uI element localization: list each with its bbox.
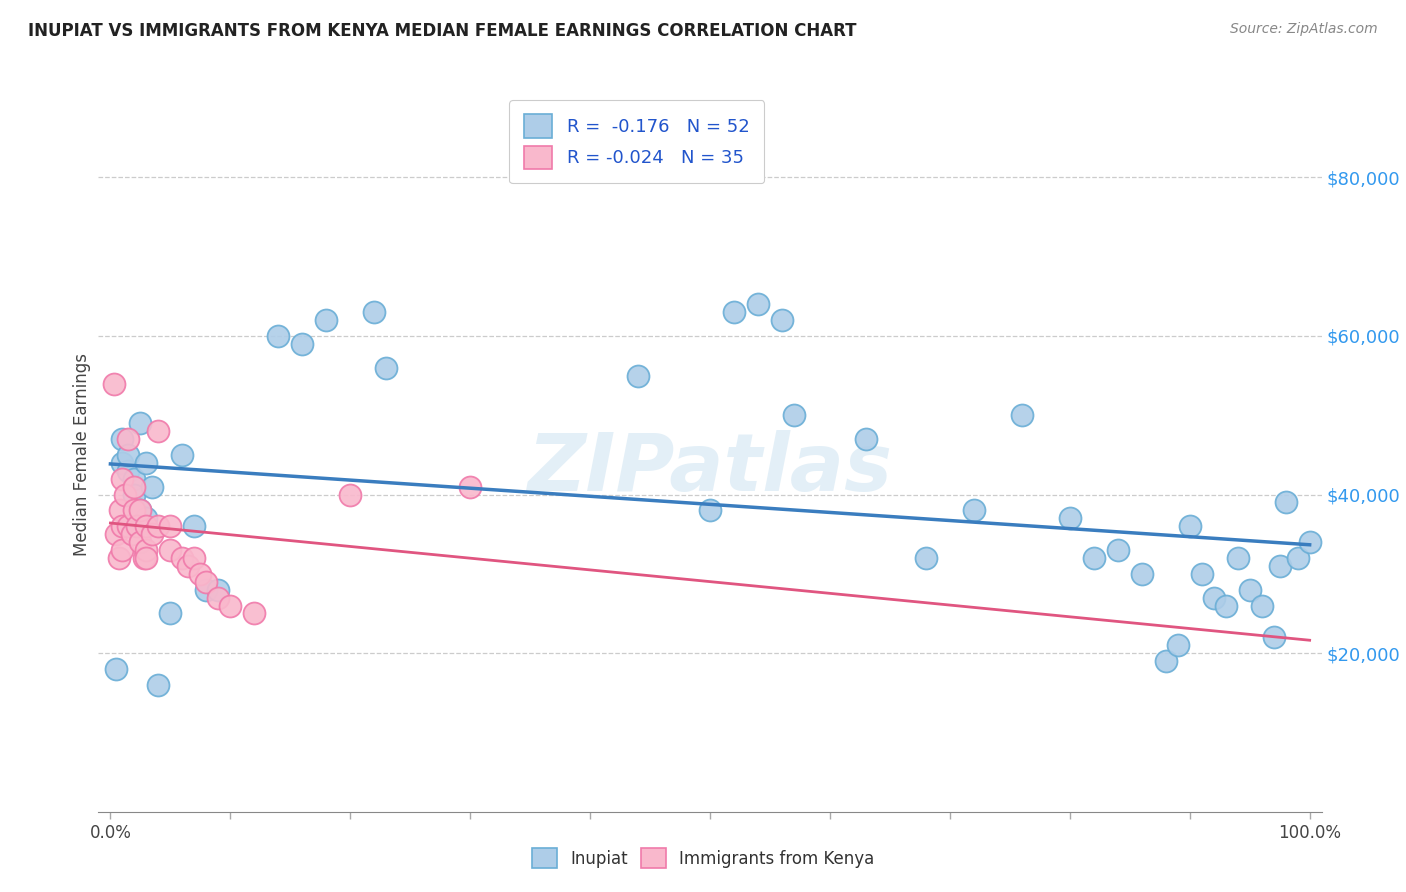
- Point: [195, 574, 218, 589]
- Point: [124, 519, 146, 533]
- Point: [723, 305, 745, 319]
- Legend: R =  -0.176   N = 52, R = -0.024   N = 35: R = -0.176 N = 52, R = -0.024 N = 35: [509, 100, 763, 184]
- Point: [267, 329, 290, 343]
- Point: [135, 519, 157, 533]
- Point: [1215, 599, 1237, 613]
- Point: [117, 432, 139, 446]
- Point: [699, 503, 721, 517]
- Point: [1154, 654, 1177, 668]
- Point: [124, 480, 146, 494]
- Point: [135, 551, 157, 566]
- Point: [108, 551, 131, 566]
- Point: [111, 432, 134, 446]
- Point: [855, 432, 877, 446]
- Point: [148, 678, 170, 692]
- Point: [111, 519, 134, 533]
- Point: [1083, 551, 1105, 566]
- Point: [375, 360, 398, 375]
- Point: [172, 551, 194, 566]
- Point: [124, 472, 146, 486]
- Point: [135, 543, 157, 558]
- Point: [141, 527, 163, 541]
- Y-axis label: Median Female Earnings: Median Female Earnings: [73, 353, 91, 557]
- Point: [105, 662, 128, 676]
- Text: INUPIAT VS IMMIGRANTS FROM KENYA MEDIAN FEMALE EARNINGS CORRELATION CHART: INUPIAT VS IMMIGRANTS FROM KENYA MEDIAN …: [28, 22, 856, 40]
- Point: [1107, 543, 1129, 558]
- Point: [915, 551, 938, 566]
- Point: [291, 337, 314, 351]
- Point: [1059, 511, 1081, 525]
- Point: [1011, 409, 1033, 423]
- Point: [111, 472, 134, 486]
- Point: [135, 511, 157, 525]
- Point: [1268, 558, 1291, 573]
- Point: [1167, 638, 1189, 652]
- Point: [117, 519, 139, 533]
- Point: [747, 297, 769, 311]
- Point: [315, 313, 337, 327]
- Point: [148, 424, 170, 438]
- Point: [339, 487, 361, 501]
- Point: [627, 368, 650, 383]
- Text: ZIPatlas: ZIPatlas: [527, 430, 893, 508]
- Point: [1250, 599, 1272, 613]
- Point: [108, 503, 131, 517]
- Point: [1202, 591, 1225, 605]
- Point: [129, 503, 152, 517]
- Point: [124, 503, 146, 517]
- Point: [1263, 630, 1285, 644]
- Point: [770, 313, 793, 327]
- Point: [188, 566, 212, 581]
- Point: [129, 416, 152, 430]
- Point: [121, 527, 143, 541]
- Point: [195, 582, 218, 597]
- Point: [219, 599, 242, 613]
- Point: [363, 305, 385, 319]
- Point: [1130, 566, 1153, 581]
- Point: [963, 503, 986, 517]
- Point: [159, 543, 181, 558]
- Point: [159, 519, 181, 533]
- Point: [105, 527, 128, 541]
- Point: [207, 582, 229, 597]
- Point: [159, 607, 181, 621]
- Point: [148, 519, 170, 533]
- Point: [124, 487, 146, 501]
- Point: [243, 607, 266, 621]
- Point: [1286, 551, 1309, 566]
- Point: [132, 551, 155, 566]
- Point: [114, 487, 136, 501]
- Point: [129, 535, 152, 549]
- Point: [1239, 582, 1261, 597]
- Point: [177, 558, 200, 573]
- Point: [207, 591, 229, 605]
- Point: [111, 456, 134, 470]
- Point: [125, 519, 148, 533]
- Point: [183, 519, 205, 533]
- Point: [183, 551, 205, 566]
- Text: Source: ZipAtlas.com: Source: ZipAtlas.com: [1230, 22, 1378, 37]
- Point: [111, 543, 134, 558]
- Point: [1178, 519, 1201, 533]
- Point: [458, 480, 481, 494]
- Point: [135, 456, 157, 470]
- Legend: Inupiat, Immigrants from Kenya: Inupiat, Immigrants from Kenya: [523, 839, 883, 877]
- Point: [129, 503, 152, 517]
- Point: [117, 448, 139, 462]
- Point: [117, 464, 139, 478]
- Point: [1274, 495, 1296, 509]
- Point: [172, 448, 194, 462]
- Point: [1226, 551, 1249, 566]
- Point: [783, 409, 806, 423]
- Point: [103, 376, 125, 391]
- Point: [1298, 535, 1320, 549]
- Point: [141, 480, 163, 494]
- Point: [1191, 566, 1213, 581]
